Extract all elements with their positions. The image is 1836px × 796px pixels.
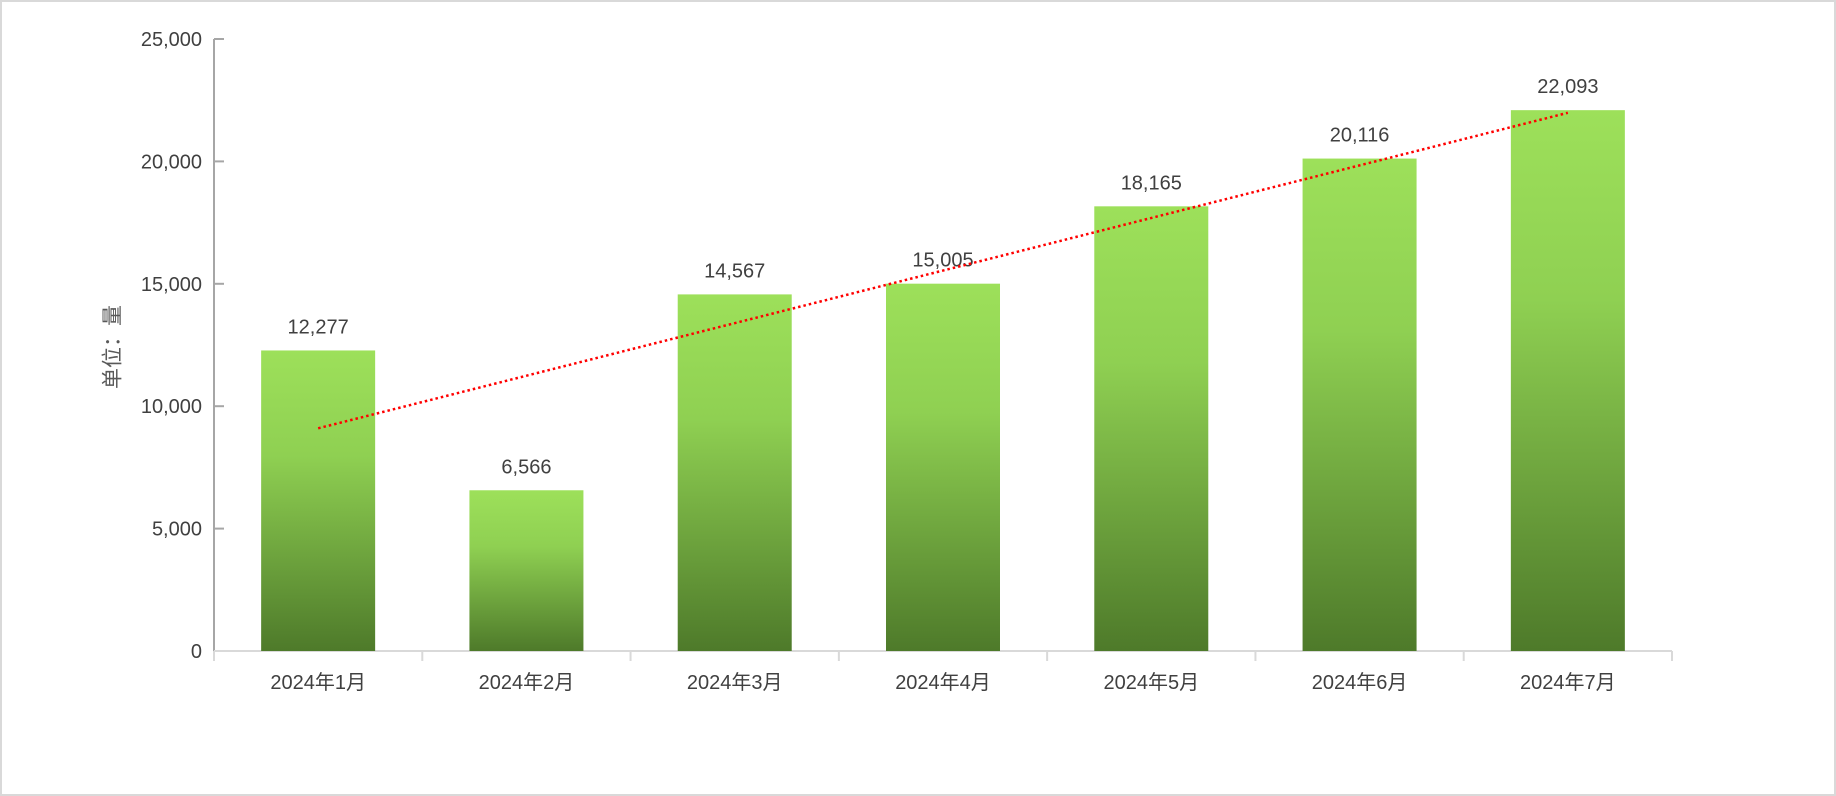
y-tick-label: 5,000: [152, 519, 202, 541]
y-tick-label: 25,000: [141, 29, 202, 51]
x-tick-label: 2024年4月: [895, 671, 991, 694]
y-tick-label: 15,000: [141, 274, 202, 296]
trendline: [317, 111, 1569, 430]
x-tick-label: 2024年6月: [1312, 671, 1408, 694]
data-label: 22,093: [1537, 76, 1598, 98]
bar: [469, 490, 584, 651]
x-tick-label: 2024年2月: [479, 671, 575, 694]
bar: [1302, 158, 1417, 652]
bar: [677, 294, 792, 651]
x-tick-label: 2024年5月: [1103, 671, 1199, 694]
data-label: 12,277: [288, 316, 349, 338]
bar: [261, 350, 376, 651]
data-label: 14,567: [704, 260, 765, 282]
x-tick-label: 2024年3月: [687, 671, 783, 694]
data-label: 6,566: [501, 456, 551, 478]
y-tick-label: 20,000: [141, 151, 202, 173]
x-tick-label: 2024年7月: [1520, 671, 1616, 694]
y-tick-label: 10,000: [141, 396, 202, 418]
x-tick-label: 2024年1月: [270, 671, 366, 694]
data-label: 15,005: [912, 250, 973, 272]
data-label: 20,116: [1330, 125, 1390, 147]
bar: [1094, 206, 1209, 651]
bar: [886, 283, 1000, 651]
data-label: 18,165: [1121, 172, 1182, 194]
bar: [1510, 110, 1625, 652]
y-tick-label: 0: [191, 641, 202, 663]
y-axis-title: 单位：量: [101, 305, 125, 389]
